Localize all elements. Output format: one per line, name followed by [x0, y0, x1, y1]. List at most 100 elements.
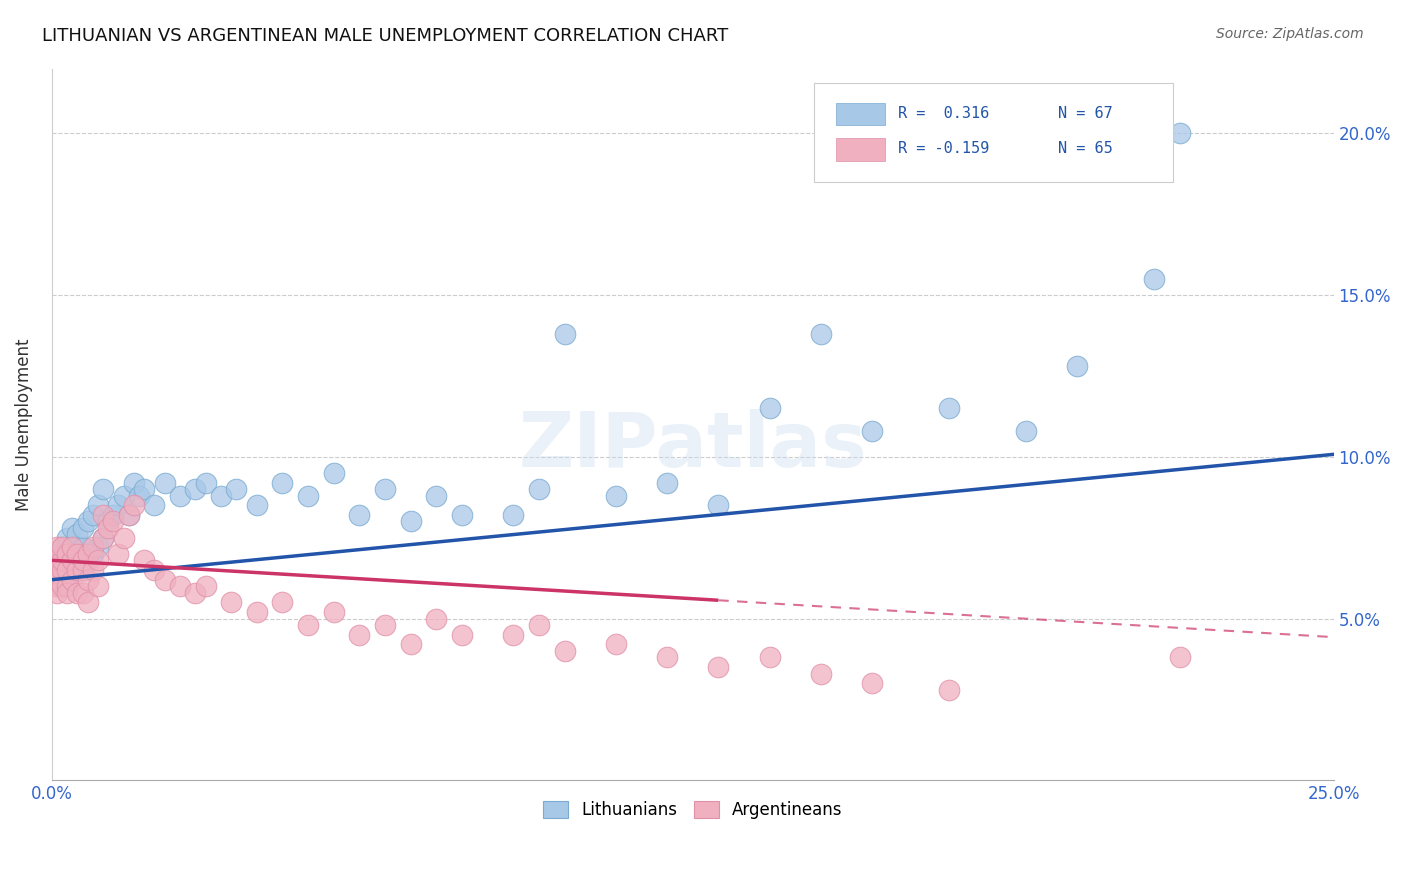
Point	[66, 541, 89, 555]
Point	[45, 585, 67, 599]
Point	[45, 553, 67, 567]
Point	[225, 482, 247, 496]
Point	[87, 498, 110, 512]
Point	[938, 401, 960, 416]
Point	[451, 628, 474, 642]
Point	[82, 541, 104, 555]
Point	[297, 618, 319, 632]
Point	[758, 650, 780, 665]
Text: N = 65: N = 65	[1059, 142, 1112, 156]
Point	[60, 553, 83, 567]
Point	[82, 563, 104, 577]
Point	[153, 475, 176, 490]
Point	[76, 515, 98, 529]
FancyBboxPatch shape	[814, 83, 1174, 182]
Point	[553, 326, 575, 341]
Point	[76, 573, 98, 587]
Point	[45, 573, 67, 587]
Point	[103, 515, 125, 529]
Point	[184, 482, 207, 496]
Point	[399, 637, 422, 651]
Point	[860, 424, 883, 438]
Point	[143, 498, 166, 512]
Point	[132, 553, 155, 567]
Point	[56, 563, 79, 577]
Point	[399, 515, 422, 529]
Point	[194, 475, 217, 490]
Point	[91, 531, 114, 545]
Point	[1066, 359, 1088, 374]
Legend: Lithuanians, Argentineans: Lithuanians, Argentineans	[536, 794, 849, 825]
Point	[76, 547, 98, 561]
Point	[72, 521, 94, 535]
Text: LITHUANIAN VS ARGENTINEAN MALE UNEMPLOYMENT CORRELATION CHART: LITHUANIAN VS ARGENTINEAN MALE UNEMPLOYM…	[42, 27, 728, 45]
Point	[76, 595, 98, 609]
Point	[51, 553, 73, 567]
Point	[45, 563, 67, 577]
Point	[45, 547, 67, 561]
Point	[91, 508, 114, 522]
Point	[82, 547, 104, 561]
Point	[810, 666, 832, 681]
Point	[91, 482, 114, 496]
Text: R =  0.316: R = 0.316	[898, 106, 988, 120]
Point	[132, 482, 155, 496]
Point	[553, 644, 575, 658]
Point	[246, 498, 269, 512]
Point	[122, 475, 145, 490]
Point	[97, 521, 120, 535]
Point	[1168, 650, 1191, 665]
Point	[87, 541, 110, 555]
Point	[502, 508, 524, 522]
Point	[112, 489, 135, 503]
Point	[72, 541, 94, 555]
Point	[297, 489, 319, 503]
Point	[72, 585, 94, 599]
Point	[194, 579, 217, 593]
Point	[103, 508, 125, 522]
Point	[51, 541, 73, 555]
Point	[66, 563, 89, 577]
Point	[655, 650, 678, 665]
Point	[97, 515, 120, 529]
Point	[66, 553, 89, 567]
Point	[1015, 424, 1038, 438]
Point	[425, 611, 447, 625]
Point	[45, 573, 67, 587]
Point	[219, 595, 242, 609]
Point	[209, 489, 232, 503]
Point	[118, 508, 141, 522]
FancyBboxPatch shape	[837, 103, 884, 126]
FancyBboxPatch shape	[837, 138, 884, 161]
Point	[1143, 272, 1166, 286]
Point	[271, 595, 294, 609]
Point	[128, 489, 150, 503]
Point	[60, 541, 83, 555]
Point	[184, 585, 207, 599]
Text: N = 67: N = 67	[1059, 106, 1112, 120]
Point	[107, 547, 129, 561]
Point	[605, 489, 627, 503]
Point	[45, 563, 67, 577]
Point	[45, 541, 67, 555]
Point	[56, 531, 79, 545]
Point	[758, 401, 780, 416]
Point	[349, 628, 371, 642]
Point	[112, 531, 135, 545]
Point	[153, 573, 176, 587]
Point	[322, 466, 344, 480]
Point	[810, 326, 832, 341]
Point	[60, 563, 83, 577]
Point	[72, 563, 94, 577]
Point	[246, 605, 269, 619]
Point	[938, 682, 960, 697]
Point	[60, 521, 83, 535]
Point	[118, 508, 141, 522]
Point	[87, 579, 110, 593]
Point	[527, 618, 550, 632]
Point	[66, 527, 89, 541]
Point	[45, 579, 67, 593]
Point	[56, 547, 79, 561]
Point	[51, 563, 73, 577]
Point	[66, 585, 89, 599]
